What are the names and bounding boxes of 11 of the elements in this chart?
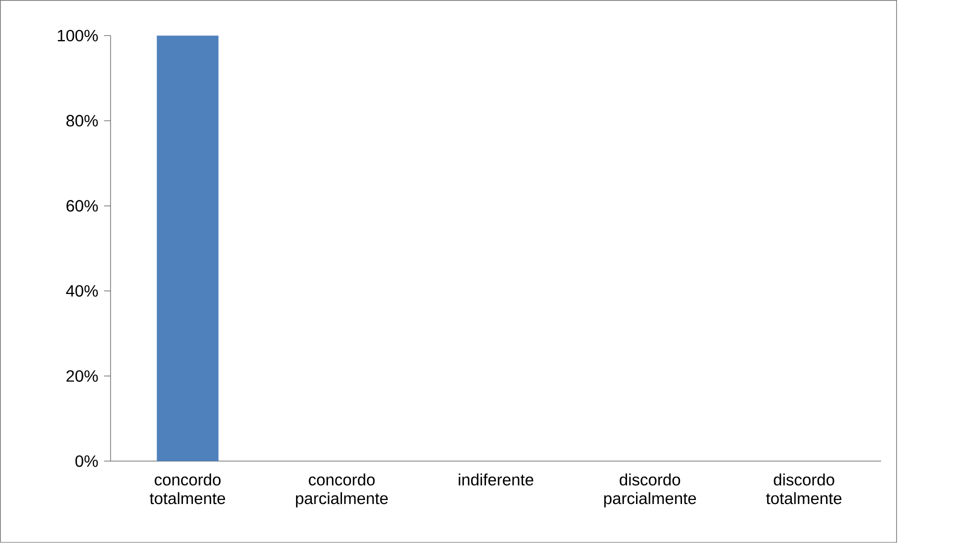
y-tick-label: 0% (75, 456, 98, 468)
x-tick-label: indiferente (458, 474, 534, 486)
x-tick-label: discordo totalmente (766, 474, 842, 504)
x-tick-label: concordo parcialmente (296, 474, 388, 508)
x-tick-label: concordo totalmente (150, 474, 226, 504)
y-tick-label: 80% (66, 115, 98, 127)
y-tick-label: 20% (66, 370, 98, 382)
y-tick-label: 100% (58, 30, 98, 42)
y-tick-label: 40% (66, 285, 98, 297)
x-tick-label: discordo parcialmente (604, 474, 696, 508)
y-tick-label: 60% (66, 200, 98, 212)
